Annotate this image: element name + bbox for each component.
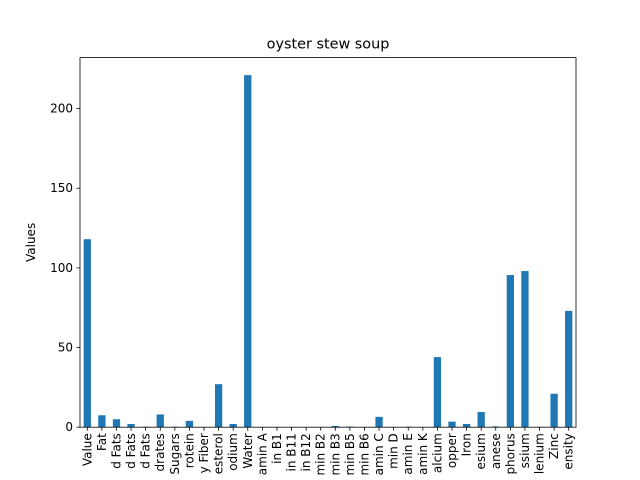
x-tick-label-11: Water: [241, 433, 255, 469]
x-tick-label-6: Sugars: [168, 433, 182, 474]
x-tick-label-21: min D: [387, 433, 401, 469]
x-tick-label-13: in B1: [270, 433, 284, 464]
x-tick-label-22: amin E: [401, 433, 415, 474]
x-tick-label-0: Value: [80, 433, 94, 466]
bar-29: [506, 275, 514, 428]
bar-26: [462, 424, 471, 428]
bar-17: [331, 425, 339, 428]
x-tick-label-26: Iron: [460, 433, 474, 456]
x-tick-label-5: drates: [153, 433, 167, 471]
y-axis: 0 50 100 150 200: [50, 102, 80, 434]
x-tick-label-25: opper: [445, 433, 459, 468]
x-tick-label-20: amin C: [372, 433, 386, 475]
bar-32: [550, 393, 558, 428]
x-tick-label-19: min B6: [357, 433, 371, 475]
bar-30: [521, 271, 529, 428]
x-tick-label-18: min B5: [343, 433, 357, 475]
x-tick-label-29: phorus: [503, 433, 517, 474]
x-tick-label-3: d Fats: [124, 433, 138, 469]
x-tick-label-17: min B3: [328, 433, 342, 475]
bar-25: [448, 421, 456, 428]
x-tick-label-30: ssium: [518, 433, 532, 468]
x-tick-label-14: in B11: [285, 433, 299, 471]
y-tick-label-4: 200: [50, 102, 73, 116]
x-tick-label-12: amin A: [255, 432, 269, 475]
x-tick-label-33: ensity: [562, 433, 576, 469]
y-tick-label-0: 0: [65, 420, 73, 434]
x-tick-label-27: esium: [474, 433, 488, 469]
chart-title: oyster stew soup: [267, 37, 390, 53]
bar-9: [214, 384, 223, 428]
x-tick-label-1: Fat: [95, 433, 109, 451]
x-tick-label-15: in B12: [299, 433, 313, 471]
bar-5: [156, 414, 164, 428]
bar-1: [98, 415, 106, 428]
x-tick-label-32: Zinc: [547, 433, 561, 459]
x-tick-label-4: d Fats: [139, 433, 153, 469]
x-tick-label-16: min B2: [314, 433, 328, 475]
x-tick-label-24: alcium: [430, 433, 444, 473]
bar-24: [433, 357, 442, 428]
x-tick-label-28: anese: [489, 433, 503, 469]
y-tick-label-3: 150: [50, 181, 73, 195]
x-tick-label-2: d Fats: [109, 433, 123, 469]
x-tick-label-23: amin K: [416, 432, 430, 475]
bar-3: [127, 424, 135, 428]
bar-10: [229, 424, 237, 428]
bar-0: [83, 239, 91, 428]
bar-33: [565, 310, 573, 428]
bar-20: [375, 416, 383, 428]
bar-11: [244, 75, 252, 428]
bar-27: [477, 412, 485, 428]
plot-frame: [79, 57, 577, 428]
bar-7: [185, 420, 194, 428]
x-tick-label-8: y Fiber: [197, 433, 211, 473]
x-axis: Value Fat d Fats d Fats d Fats drates Sugars ro…: [80, 427, 576, 476]
y-axis-label: Values: [24, 223, 38, 262]
x-tick-label-7: rotein: [182, 433, 196, 468]
y-tick-label-1: 50: [58, 341, 73, 355]
bar-2: [112, 419, 121, 428]
y-tick-label-2: 100: [50, 261, 73, 275]
x-tick-label-9: esterol: [212, 433, 226, 474]
x-tick-label-31: lenium: [533, 433, 547, 474]
x-tick-label-10: odium: [226, 433, 240, 471]
